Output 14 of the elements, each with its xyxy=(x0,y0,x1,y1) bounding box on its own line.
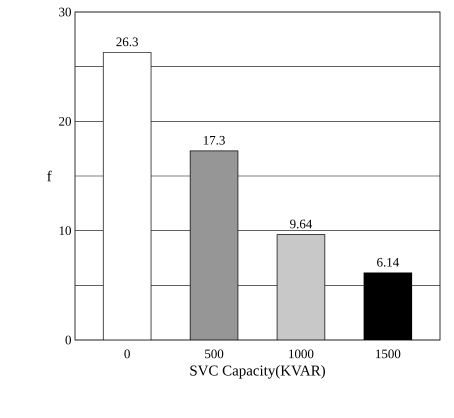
y-tick-label: 0 xyxy=(66,336,71,344)
x-tick-label: 500 xyxy=(205,350,224,358)
x-tick-label: 0 xyxy=(124,350,130,358)
data-label: 17.3 xyxy=(204,136,225,145)
y-tick-label: 30 xyxy=(59,8,71,16)
y-axis-title: f xyxy=(47,170,52,182)
data-label: 9.64 xyxy=(290,220,312,228)
data-label: 26.3 xyxy=(116,38,138,46)
x-axis-title: SVC Capacity(KVAR) xyxy=(190,365,325,379)
x-tick-label: 1000 xyxy=(289,350,314,358)
y-tick-label: 20 xyxy=(59,116,71,126)
y-tick-label: 10 xyxy=(60,226,71,236)
data-label: 6.14 xyxy=(377,258,399,267)
x-tick-label: 1500 xyxy=(376,350,400,358)
